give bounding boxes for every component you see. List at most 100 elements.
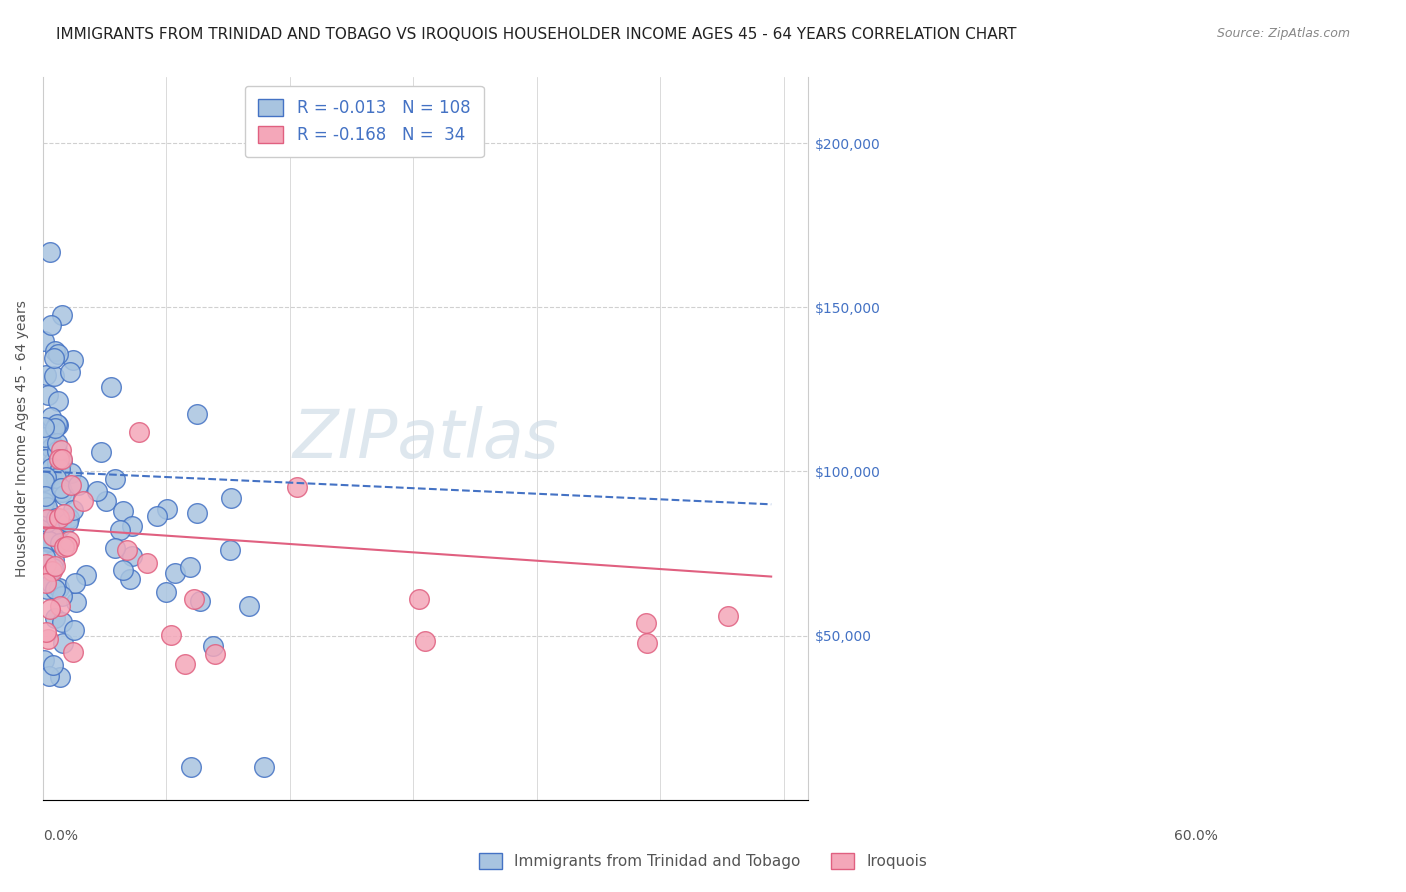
- Point: [408, 591, 430, 606]
- Text: 0.0%: 0.0%: [44, 829, 77, 843]
- Point: [35, 521, 58, 535]
- Point: [32, 474, 55, 488]
- Point: [90, 445, 112, 459]
- Point: [52, 636, 75, 650]
- Point: [636, 636, 658, 650]
- Point: [49, 669, 72, 683]
- Point: [180, 760, 202, 774]
- Point: [35, 500, 58, 515]
- Point: [34, 430, 56, 444]
- Point: [41, 564, 63, 578]
- Point: [717, 609, 740, 624]
- Point: [46, 393, 69, 408]
- Point: [35, 533, 58, 548]
- Point: [66, 478, 89, 492]
- Legend: Immigrants from Trinidad and Tobago, Iroquois: Immigrants from Trinidad and Tobago, Iro…: [472, 847, 934, 875]
- Point: [253, 760, 276, 774]
- Point: [45, 516, 67, 531]
- Point: [49, 443, 72, 458]
- Point: [37, 470, 59, 484]
- Point: [44, 343, 66, 358]
- Legend: R = -0.013   N = 108, R = -0.168   N =  34: R = -0.013 N = 108, R = -0.168 N = 34: [245, 86, 484, 157]
- Point: [45, 471, 67, 485]
- Point: [37, 388, 59, 402]
- Point: [128, 425, 150, 439]
- Point: [38, 533, 60, 548]
- Point: [219, 491, 242, 506]
- Point: [42, 657, 65, 672]
- Point: [156, 502, 179, 516]
- Point: [53, 541, 76, 555]
- Point: [38, 508, 60, 523]
- Point: [179, 559, 201, 574]
- Point: [35, 557, 58, 571]
- Point: [39, 409, 62, 424]
- Point: [285, 480, 308, 494]
- Point: [38, 602, 60, 616]
- Point: [120, 572, 142, 586]
- Point: [135, 556, 157, 570]
- Point: [35, 368, 58, 382]
- Point: [42, 439, 65, 453]
- Point: [37, 535, 59, 549]
- Point: [146, 508, 169, 523]
- Point: [48, 510, 70, 524]
- Point: [104, 541, 127, 556]
- Point: [160, 628, 183, 642]
- Point: [44, 582, 66, 596]
- Point: [62, 503, 84, 517]
- Point: [44, 611, 66, 625]
- Point: [51, 485, 73, 500]
- Point: [34, 420, 56, 434]
- Point: [35, 582, 58, 596]
- Point: [51, 453, 73, 467]
- Point: [59, 365, 82, 379]
- Point: [48, 452, 70, 467]
- Point: [62, 353, 84, 368]
- Point: [39, 575, 62, 590]
- Point: [46, 346, 69, 360]
- Point: [32, 494, 55, 508]
- Point: [63, 576, 86, 591]
- Point: [65, 595, 87, 609]
- Point: [94, 494, 117, 508]
- Point: [55, 539, 77, 553]
- Point: [37, 472, 59, 486]
- Point: [53, 487, 76, 501]
- Point: [58, 510, 80, 524]
- Point: [44, 559, 66, 574]
- Point: [41, 419, 63, 434]
- Point: [413, 633, 436, 648]
- Point: [155, 585, 177, 599]
- Point: [53, 508, 76, 522]
- Text: ZIPatlas: ZIPatlas: [292, 406, 558, 472]
- Point: [34, 549, 56, 564]
- Point: [86, 484, 108, 499]
- Point: [238, 599, 260, 613]
- Point: [42, 455, 65, 469]
- Point: [56, 516, 79, 530]
- Point: [183, 592, 205, 607]
- Point: [100, 380, 122, 394]
- Point: [75, 567, 97, 582]
- Point: [34, 451, 56, 466]
- Point: [38, 505, 60, 519]
- Point: [35, 624, 58, 639]
- Point: [46, 417, 69, 431]
- Point: [34, 489, 56, 503]
- Point: [44, 421, 66, 435]
- Y-axis label: Householder Income Ages 45 - 64 years: Householder Income Ages 45 - 64 years: [15, 301, 30, 577]
- Point: [108, 523, 131, 537]
- Point: [39, 519, 62, 533]
- Point: [48, 581, 70, 595]
- Point: [58, 533, 80, 548]
- Point: [39, 244, 62, 259]
- Point: [188, 594, 211, 608]
- Point: [48, 536, 70, 550]
- Point: [49, 599, 72, 614]
- Point: [173, 657, 195, 671]
- Point: [34, 334, 56, 348]
- Point: [62, 645, 84, 659]
- Point: [35, 576, 58, 591]
- Point: [46, 417, 69, 432]
